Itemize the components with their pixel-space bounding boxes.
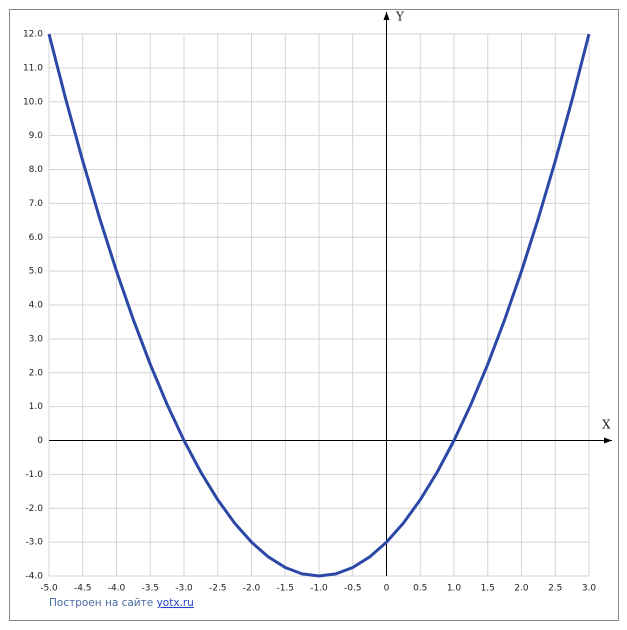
x-tick-label: -4.5 xyxy=(74,584,92,594)
y-axis-label: Y xyxy=(395,10,405,24)
x-tick-label: 0 xyxy=(384,584,390,594)
y-tick-label: 8.0 xyxy=(29,165,44,175)
x-tick-label: -1.5 xyxy=(276,584,294,594)
x-tick-label: 1.5 xyxy=(481,584,495,594)
y-tick-label: 4.0 xyxy=(29,301,44,311)
y-tick-label: 6.0 xyxy=(29,233,44,243)
x-arrow xyxy=(604,437,612,444)
y-arrow xyxy=(383,12,390,20)
y-tick-label: 10.0 xyxy=(23,97,43,107)
x-tick-label: -0.5 xyxy=(344,584,362,594)
x-tick-label: 2.5 xyxy=(548,584,562,594)
x-tick-label: -4.0 xyxy=(108,584,126,594)
y-tick-label: 1.0 xyxy=(29,402,44,412)
x-tick-label: 0.5 xyxy=(413,584,427,594)
footer-link[interactable]: yotx.ru xyxy=(157,597,194,609)
x-tick-label: 2.0 xyxy=(514,584,529,594)
y-tick-label: 12.0 xyxy=(23,30,43,40)
y-tick-label: 2.0 xyxy=(29,368,44,378)
footer-text: Построен на сайте xyxy=(49,597,153,609)
y-tick-label: 0 xyxy=(37,436,43,446)
y-tick-label: 9.0 xyxy=(29,131,44,141)
y-tick-label: -2.0 xyxy=(25,504,43,514)
curve xyxy=(47,33,591,578)
y-tick-label: 11.0 xyxy=(23,63,43,73)
x-tick-label: 3.0 xyxy=(582,584,597,594)
footer: Построен на сайте yotx.ru xyxy=(49,597,194,609)
x-tick-label: -5.0 xyxy=(40,584,58,594)
x-tick-label: -3.5 xyxy=(141,584,159,594)
frame xyxy=(9,9,619,621)
y-tick-label: -1.0 xyxy=(25,470,43,480)
x-tick-label: -2.5 xyxy=(209,584,227,594)
y-tick-label: 7.0 xyxy=(29,199,44,209)
y-tick-label: 5.0 xyxy=(29,267,44,277)
y-tick-label: -3.0 xyxy=(25,538,43,548)
y-tick-label: 3.0 xyxy=(29,334,44,344)
y-tick-label: -4.0 xyxy=(25,572,43,582)
x-tick-label: 1.0 xyxy=(447,584,462,594)
x-axis-label: X xyxy=(602,418,611,432)
x-tick-label: -3.0 xyxy=(175,584,193,594)
x-tick-label: -1.0 xyxy=(310,584,328,594)
x-tick-label: -2.0 xyxy=(243,584,261,594)
